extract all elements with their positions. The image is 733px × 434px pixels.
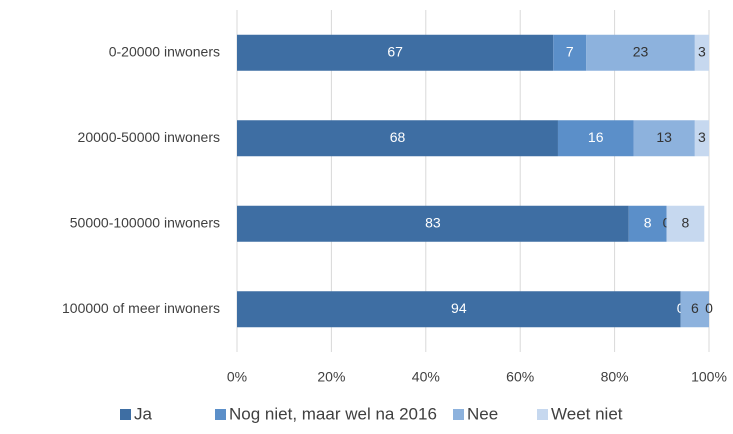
- legend-label: Ja: [134, 404, 153, 423]
- bar-segment: [633, 120, 695, 157]
- legend-label: Nog niet, maar wel na 2016: [229, 404, 437, 423]
- bar-segment: [237, 205, 629, 242]
- legend-swatch: [537, 409, 548, 420]
- bar-segment: [557, 120, 634, 157]
- y-tick-label: 50000-100000 inwoners: [70, 214, 220, 230]
- data-label: 67: [387, 43, 403, 59]
- bar-segment: [666, 205, 705, 242]
- bar-segment: [680, 291, 709, 328]
- bar-segment: [237, 291, 681, 328]
- data-label: 8: [682, 214, 690, 230]
- bar-segment: [553, 34, 587, 71]
- legend-swatch: [215, 409, 226, 420]
- data-label: 23: [633, 43, 649, 59]
- x-tick-label: 20%: [317, 369, 345, 385]
- legend-label: Nee: [467, 404, 498, 423]
- data-label: 83: [425, 214, 441, 230]
- bar-segment: [237, 120, 558, 157]
- data-label: 0: [705, 300, 713, 316]
- data-label: 3: [698, 129, 706, 145]
- bar-segment: [694, 120, 709, 157]
- legend-label: Weet niet: [551, 404, 623, 423]
- x-tick-label: 80%: [601, 369, 629, 385]
- data-label: 3: [698, 43, 706, 59]
- data-label: 68: [390, 129, 406, 145]
- x-tick-label: 40%: [412, 369, 440, 385]
- x-tick-label: 0%: [227, 369, 247, 385]
- legend-swatch: [120, 409, 131, 420]
- bar-segment: [694, 34, 709, 71]
- x-tick-label: 60%: [506, 369, 534, 385]
- legend-swatch: [453, 409, 464, 420]
- bar-segment: [586, 34, 695, 71]
- data-label: 8: [644, 214, 652, 230]
- data-label: 13: [656, 129, 672, 145]
- x-tick-label: 100%: [691, 369, 727, 385]
- y-tick-label: 0-20000 inwoners: [109, 43, 220, 59]
- bar-segment: [628, 205, 667, 242]
- data-label: 6: [691, 300, 699, 316]
- y-tick-label: 100000 of meer inwoners: [62, 300, 220, 316]
- data-label: 16: [588, 129, 604, 145]
- data-label: 7: [566, 43, 574, 59]
- y-tick-label: 20000-50000 inwoners: [78, 129, 220, 145]
- data-label: 94: [451, 300, 467, 316]
- bar-segment: [237, 34, 554, 71]
